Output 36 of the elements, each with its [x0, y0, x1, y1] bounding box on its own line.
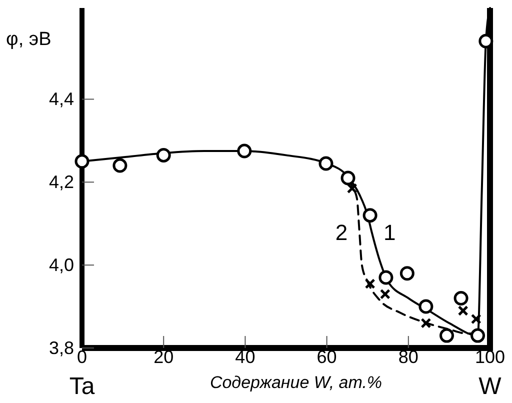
y-tick-label: 4,0	[48, 254, 74, 275]
x-tick-label: 100	[474, 346, 506, 367]
x-tick-label: 60	[316, 346, 337, 367]
point	[470, 328, 486, 343]
y-tick-label: 3,8	[48, 338, 74, 358]
point	[318, 156, 334, 171]
point	[458, 305, 468, 316]
y-tick-label: 4,2	[48, 172, 74, 192]
point	[74, 154, 90, 169]
point	[378, 270, 394, 285]
x-tick-label: 0	[76, 346, 88, 367]
x-tick-label: 40	[235, 346, 256, 367]
x-axis-title: Содержание W, ат.%	[210, 373, 382, 392]
point	[237, 144, 252, 158]
point	[340, 170, 356, 186]
point	[470, 314, 482, 324]
point	[112, 158, 128, 173]
point	[346, 183, 358, 194]
series-label: 2	[335, 220, 348, 245]
point	[400, 266, 414, 281]
y-tick-label: 4,4	[48, 88, 74, 109]
text: Ta	[69, 373, 96, 400]
x-tick-label: 80	[398, 346, 418, 367]
point	[420, 318, 432, 328]
y-axis-title: φ, эВ	[6, 29, 52, 50]
point	[440, 328, 454, 343]
point	[380, 288, 390, 300]
series-label: 1	[384, 220, 396, 245]
point	[364, 278, 376, 289]
point	[362, 208, 378, 223]
point	[156, 148, 171, 162]
x-tick-label: 20	[154, 346, 174, 367]
point	[418, 299, 434, 314]
point	[454, 290, 468, 306]
point	[478, 34, 494, 48]
text: W	[478, 373, 502, 400]
